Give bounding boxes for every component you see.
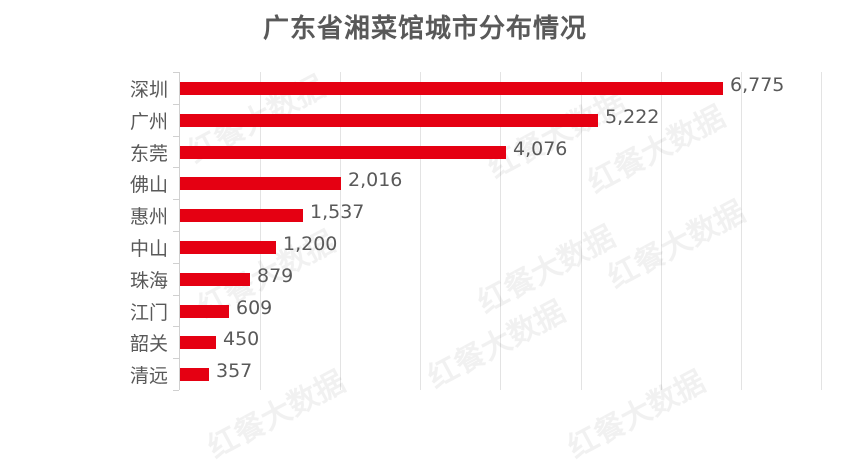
bar-row: 珠海 879 [0,263,850,293]
bar-row: 清远 357 [0,358,850,388]
bar [180,177,341,190]
category-label: 韶关 [129,333,168,355]
bar [180,241,276,254]
category-label: 珠海 [129,270,168,292]
gridline [741,72,742,390]
chart-plot-area: 红餐大数据 红餐大数据 红餐大数据 红餐大数据 红餐大数据 红餐大数据 红餐大数据 红餐大数据… [0,69,850,466]
bar [180,305,229,318]
gridline [260,72,261,390]
bar [180,336,216,349]
axis-tick [173,231,179,232]
axis-tick [173,295,179,296]
category-label: 佛山 [129,174,168,196]
axis-tick [173,199,179,200]
gridline [661,72,662,390]
bar-row: 深圳 6,775 [0,72,850,102]
axis-tick [173,104,179,105]
bar-row: 惠州 1,537 [0,199,850,229]
axis-tick [173,167,179,168]
value-label: 4,076 [513,138,568,160]
axis-tick [173,358,179,359]
value-label: 357 [216,360,253,382]
value-label: 1,537 [310,201,365,223]
bar [180,209,303,222]
category-label: 广州 [129,111,168,133]
bar-row: 佛山 2,016 [0,167,850,197]
bar [180,146,506,159]
bar [180,273,250,286]
bar [180,82,723,95]
gridline [500,72,501,390]
bar-row: 广州 5,222 [0,104,850,134]
bar-row: 东莞 4,076 [0,136,850,166]
axis-tick [173,390,179,391]
value-label: 5,222 [605,106,660,128]
chart-title: 广东省湘菜馆城市分布情况 [262,14,587,44]
axis-tick [173,263,179,264]
value-label: 2,016 [348,169,403,191]
category-label: 东莞 [129,143,168,165]
y-axis-line [179,72,180,390]
axis-tick [173,326,179,327]
bar [180,114,598,127]
bar-row: 江门 609 [0,295,850,325]
gridline [420,72,421,390]
gridline [581,72,582,390]
category-label: 惠州 [129,206,168,228]
bar [180,368,209,381]
category-label: 江门 [129,302,168,324]
value-label: 6,775 [730,74,785,96]
bar-row: 中山 1,200 [0,231,850,261]
value-label: 1,200 [283,233,338,255]
axis-tick [173,72,179,73]
value-label: 879 [257,265,294,287]
bar-row: 韶关 450 [0,326,850,356]
category-label: 中山 [129,238,168,260]
category-label: 深圳 [129,79,168,101]
gridline [340,72,341,390]
value-label: 609 [236,297,273,319]
value-label: 450 [223,328,260,350]
axis-tick [173,136,179,137]
category-label: 清远 [129,365,168,387]
gridline [821,72,822,390]
